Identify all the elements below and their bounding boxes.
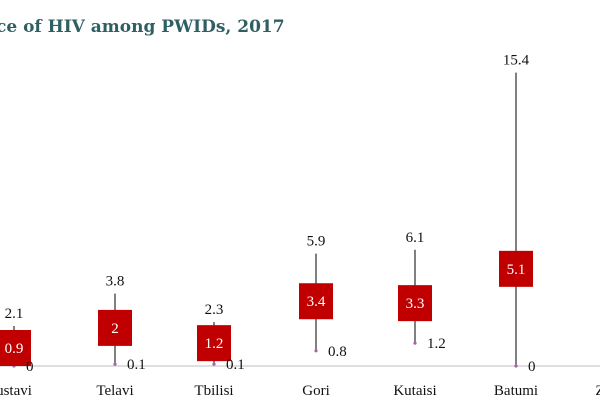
chart-marks: ustavi 0.9 2.1 0 Telavi 2 3.8 0.1 Tbilisi 1.2 2.3 0… <box>0 53 600 399</box>
estimate-label: 3.4 <box>307 294 326 310</box>
lower-bound-point <box>514 364 518 368</box>
lower-bound-label: 1.2 <box>427 336 446 352</box>
estimate-box <box>98 309 132 346</box>
upper-bound-label: 3.8 <box>106 274 125 290</box>
upper-bound-label: 2.3 <box>205 302 224 318</box>
estimate-box <box>0 330 31 366</box>
category-label: Kutaisi <box>393 383 436 399</box>
upper-bound-label: 15.4 <box>503 53 530 69</box>
lower-bound-point <box>413 341 417 345</box>
lower-bound-point <box>212 362 216 366</box>
estimate-box <box>197 325 231 362</box>
lower-bound-point <box>113 362 117 366</box>
lower-bound-label: 0 <box>26 359 34 375</box>
upper-bound-label: 6.1 <box>406 230 425 246</box>
category-label: ustavi <box>0 383 32 399</box>
chart-title: ce of HIV among PWIDs, 2017 <box>0 17 285 37</box>
estimate-box <box>499 250 533 287</box>
lower-bound-point <box>314 349 318 353</box>
lower-bound-label: 0 <box>528 359 536 375</box>
estimate-label: 3.3 <box>406 296 425 312</box>
estimate-label: 5.1 <box>507 262 526 278</box>
estimate-label: 0.9 <box>5 341 24 357</box>
category-label: Tbilisi <box>194 383 233 399</box>
estimate-label: 2 <box>111 321 119 337</box>
estimate-label: 1.2 <box>205 336 224 352</box>
lower-bound-label: 0.8 <box>328 344 347 360</box>
category-label: Gori <box>302 383 330 399</box>
lower-bound-label: 0.1 <box>127 357 146 373</box>
estimate-box <box>398 285 432 322</box>
category-label: Batumi <box>494 383 538 399</box>
upper-bound-label: 2.1 <box>5 306 24 322</box>
lower-bound-label: 0.1 <box>226 357 245 373</box>
category-label: Telavi <box>96 383 133 399</box>
estimate-box <box>299 283 333 320</box>
category-label: Z <box>595 383 600 399</box>
upper-bound-label: 5.9 <box>307 234 326 250</box>
